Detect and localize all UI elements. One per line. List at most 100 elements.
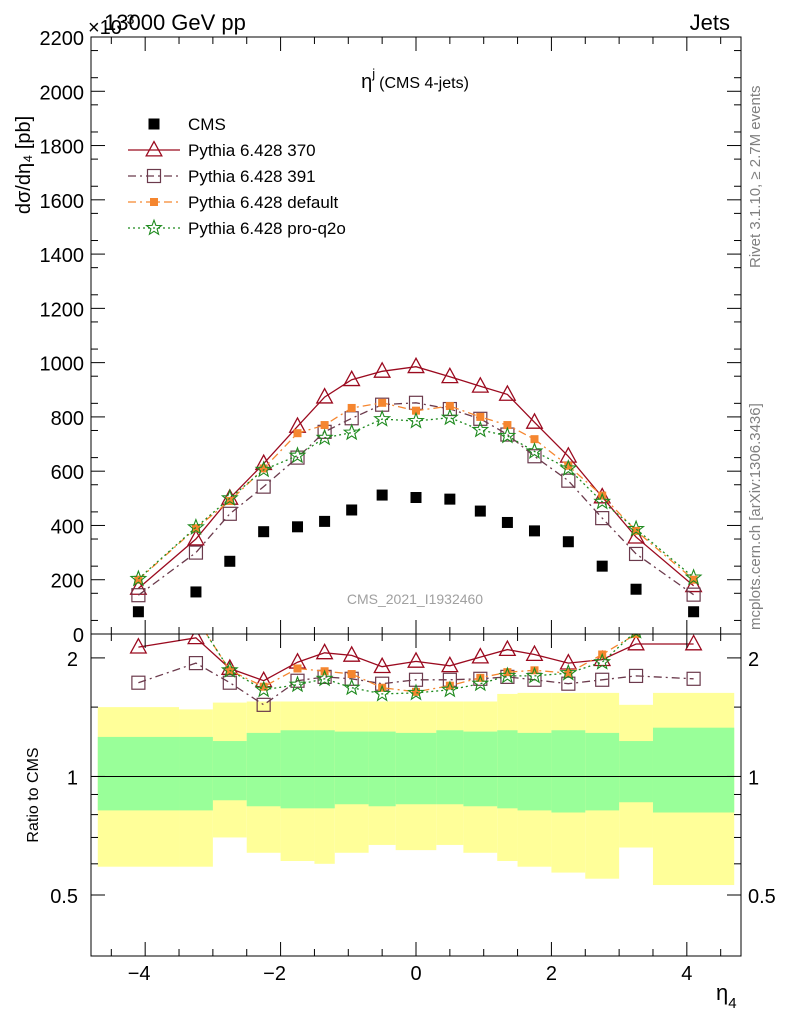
ratio-point: [342, 678, 361, 696]
ratio-panel: 0.5 0.51 12 2−4 −2 0 2 4 Ratio to CMS η4: [25, 610, 776, 1012]
ratio-y-tick-label: 0.5: [50, 886, 78, 908]
data-point: [373, 409, 392, 427]
series-line: [138, 402, 694, 596]
ratio-point: [131, 675, 146, 690]
series-line: [137, 366, 695, 589]
ratio-point: [189, 610, 204, 624]
data-point: [564, 461, 573, 470]
band-segment: [334, 731, 369, 805]
band-segment: [395, 732, 437, 805]
ratio-point: [407, 683, 425, 701]
data-point: [444, 493, 456, 505]
data-point: [292, 521, 304, 533]
data-point: [373, 361, 392, 378]
legend-marker: [145, 140, 163, 157]
legend-marker: [145, 218, 163, 236]
ratio-point: [627, 634, 645, 651]
data-point: [632, 526, 641, 535]
data-point: [686, 587, 701, 602]
data-point: [342, 369, 361, 387]
legend-entry: Pythia 6.428 370: [128, 140, 316, 160]
ratio-point: [525, 666, 544, 684]
series-4: [129, 408, 703, 587]
ratio-y-tick-label: 1: [67, 767, 78, 789]
band-segment: [652, 727, 735, 813]
data-point: [627, 527, 645, 544]
data-point: [688, 606, 700, 618]
uncertainty-band-1: [97, 727, 735, 813]
band-segment: [280, 730, 315, 809]
ratio-point: [188, 656, 204, 671]
data-point: [132, 606, 144, 618]
band-segment: [212, 741, 247, 801]
series-0: [132, 489, 700, 618]
ratio-point: [129, 637, 148, 654]
data-point: [474, 505, 486, 517]
ratio-point: [559, 653, 578, 670]
y-tick-label: 2200: [40, 28, 85, 50]
ratio-panel-content: [91, 610, 741, 886]
legend-marker: [146, 168, 162, 184]
data-point: [627, 519, 646, 537]
x-axis-label: η4: [716, 980, 737, 1012]
data-point: [684, 575, 703, 593]
data-point: [630, 583, 642, 595]
ratio-point: [288, 675, 307, 693]
data-point: [445, 402, 454, 411]
ratio-line: [138, 662, 694, 706]
y-tick-label: 2000: [40, 82, 85, 104]
ratio-point: [220, 660, 239, 678]
ratio-point: [373, 684, 392, 702]
ratio-y-tick-label-right: 1: [748, 767, 759, 789]
ratio-point: [315, 643, 334, 660]
ratio-point: [530, 666, 539, 675]
data-point: [224, 555, 236, 567]
data-point: [259, 464, 268, 473]
ratio-point: [686, 671, 701, 686]
data-point: [347, 403, 356, 412]
legend-entry: Pythia 6.428 391: [128, 167, 316, 186]
data-point: [476, 412, 485, 421]
main-y-axis-label: dσ/dη₄ [pb]: [13, 116, 35, 214]
data-point: [220, 488, 239, 506]
band-segment: [97, 736, 180, 811]
ratio-point: [440, 680, 459, 698]
ratio-y-axis-label: Ratio to CMS: [25, 747, 42, 842]
band-segment: [179, 736, 213, 811]
ratio-point: [593, 652, 612, 670]
legend-label: Pythia 6.428 391: [188, 167, 316, 186]
ratio-point: [315, 669, 334, 687]
data-point: [378, 398, 387, 407]
ratio-point: [595, 672, 610, 687]
y-tick-label: 1400: [40, 245, 85, 267]
ratio-point: [373, 656, 392, 674]
ratio-point: [632, 634, 641, 638]
data-point: [376, 489, 388, 501]
ratio-series-1: [131, 656, 701, 712]
data-point: [501, 516, 513, 528]
data-point: [689, 575, 698, 584]
ratio-y-tick-label-right: 0.5: [748, 886, 776, 908]
y-tick-label: 200: [51, 571, 84, 593]
ratio-point: [187, 634, 205, 645]
ratio-point: [290, 673, 305, 688]
ratio-point: [256, 697, 271, 712]
data-point: [528, 525, 540, 537]
ratio-point: [293, 664, 302, 673]
data-point: [344, 411, 359, 426]
data-point: [288, 446, 307, 464]
main-panel-content: [129, 356, 703, 618]
series-1: [129, 356, 703, 595]
data-point: [188, 545, 204, 560]
data-point: [290, 450, 305, 465]
data-point: [131, 588, 146, 603]
x-tick-label: −4: [128, 963, 151, 985]
ratio-point: [222, 675, 237, 690]
legend-label: CMS: [188, 115, 226, 134]
ratio-point: [471, 674, 490, 692]
header-left: 13000 GeV pp: [104, 10, 246, 35]
data-point: [407, 356, 425, 374]
ratio-point: [561, 676, 576, 691]
data-point: [596, 560, 608, 572]
